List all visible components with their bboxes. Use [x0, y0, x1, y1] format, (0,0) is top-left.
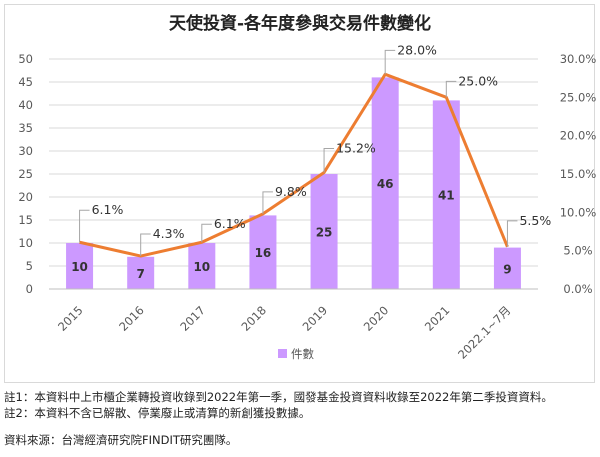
line-data-label: 28.0%: [397, 42, 437, 57]
label-leader-line: [323, 147, 335, 173]
legend: 件數: [278, 347, 314, 361]
bar: [127, 256, 155, 289]
line-series: 6.1% 4.3% 6.1% 9.8% 15.2% 28.0% 25.0% 5.5%: [79, 42, 551, 258]
bar: [66, 243, 94, 289]
chart: 天使投資-各年度參與交易件數變化 0 5 10 15 20 25 30 35 40 45 50 0.…: [18, 13, 596, 362]
y-right-tick-label: 10.0%: [560, 205, 596, 219]
bar: [188, 243, 216, 289]
source-note: 資料來源：台灣經濟研究院FINDIT研究團隊。: [4, 433, 238, 447]
y-left-tick-label: 35: [18, 121, 33, 135]
x-tick-label: 2022.1~7月: [455, 303, 513, 361]
label-leader-line: [445, 80, 457, 98]
bar-data-label: 9: [503, 262, 511, 276]
x-tick-label: 2020: [361, 303, 392, 334]
y-left-tick-label: 25: [18, 167, 33, 181]
label-leader-line: [140, 233, 151, 257]
y-right-tick-label: 15.0%: [560, 167, 596, 181]
note-2: 註2：本資料不含已解散、停業廢止或清算的新創獲投數據。: [4, 406, 311, 420]
bar: [310, 174, 338, 289]
bar: [249, 215, 277, 289]
gridlines: [49, 58, 538, 290]
y-left-tick-label: 5: [26, 259, 33, 273]
y-left-tick-label: 10: [18, 236, 33, 250]
x-tick-label: 2021: [422, 303, 453, 334]
x-tick-label: 2019: [300, 303, 331, 334]
bar-data-label: 25: [316, 226, 333, 240]
y-left-tick-label: 20: [18, 190, 33, 204]
bar-data-label: 7: [137, 267, 145, 281]
bar-data-label: 16: [255, 246, 272, 260]
y-left-tick-label: 45: [18, 75, 33, 89]
label-leader-line: [201, 223, 212, 243]
legend-swatch: [278, 349, 287, 358]
legend-label: 件數: [291, 347, 314, 361]
bar: [432, 100, 460, 290]
x-tick-label: 2016: [116, 303, 147, 334]
y-right-tick-label: 30.0%: [560, 52, 596, 66]
line-data-label: 5.5%: [519, 213, 551, 228]
line-data-label: 15.2%: [336, 140, 376, 155]
bar-series: 10 7 10 16 25 46 41 9: [66, 77, 521, 290]
chart-frame: 天使投資-各年度參與交易件數變化 0 5 10 15 20 25 30 35 40 45 50 0.…: [4, 4, 596, 383]
line-data-label: 6.1%: [214, 216, 246, 231]
y-left-tick-label: 30: [18, 144, 33, 158]
x-tick-label: 2017: [177, 303, 208, 334]
bar-data-label: 41: [438, 189, 455, 203]
line-data-label: 25.0%: [458, 73, 498, 88]
bar: [371, 77, 399, 290]
x-tick-label: 2018: [238, 303, 269, 334]
chart-title: 天使投資-各年度參與交易件數變化: [169, 13, 431, 34]
note-1: 註1：本資料中上市櫃企業轉投資收錄到2022年第一季，國發基金投資資料收錄至20…: [4, 390, 553, 404]
x-tick-label: 2015: [55, 303, 86, 334]
y-axis-right: 0.0% 5.0% 10.0% 15.0% 20.0% 25.0% 30.0%: [560, 52, 596, 296]
label-leader-line: [262, 191, 273, 214]
y-left-tick-label: 0: [26, 282, 33, 296]
y-right-tick-label: 25.0%: [560, 90, 596, 104]
y-left-tick-label: 15: [18, 213, 33, 227]
trend-line: [79, 72, 509, 258]
bar-data-label: 10: [193, 260, 210, 274]
label-leader-line: [384, 49, 396, 75]
label-leader-line: [79, 209, 90, 243]
y-right-tick-label: 20.0%: [560, 129, 596, 143]
y-right-tick-label: 0.0%: [563, 282, 592, 296]
bar-data-label: 10: [71, 260, 88, 274]
line-data-label: 6.1%: [92, 202, 124, 217]
y-axis-left: 0 5 10 15 20 25 30 35 40 45 50: [18, 52, 33, 296]
y-left-tick-label: 40: [18, 98, 33, 112]
bar-data-label: 46: [377, 177, 394, 191]
label-leader-line: [506, 220, 518, 247]
bar: [493, 247, 521, 289]
line-data-label: 4.3%: [153, 226, 185, 241]
line-data-label: 9.8%: [275, 184, 307, 199]
y-left-tick-label: 50: [18, 52, 33, 66]
y-right-tick-label: 5.0%: [563, 244, 592, 258]
